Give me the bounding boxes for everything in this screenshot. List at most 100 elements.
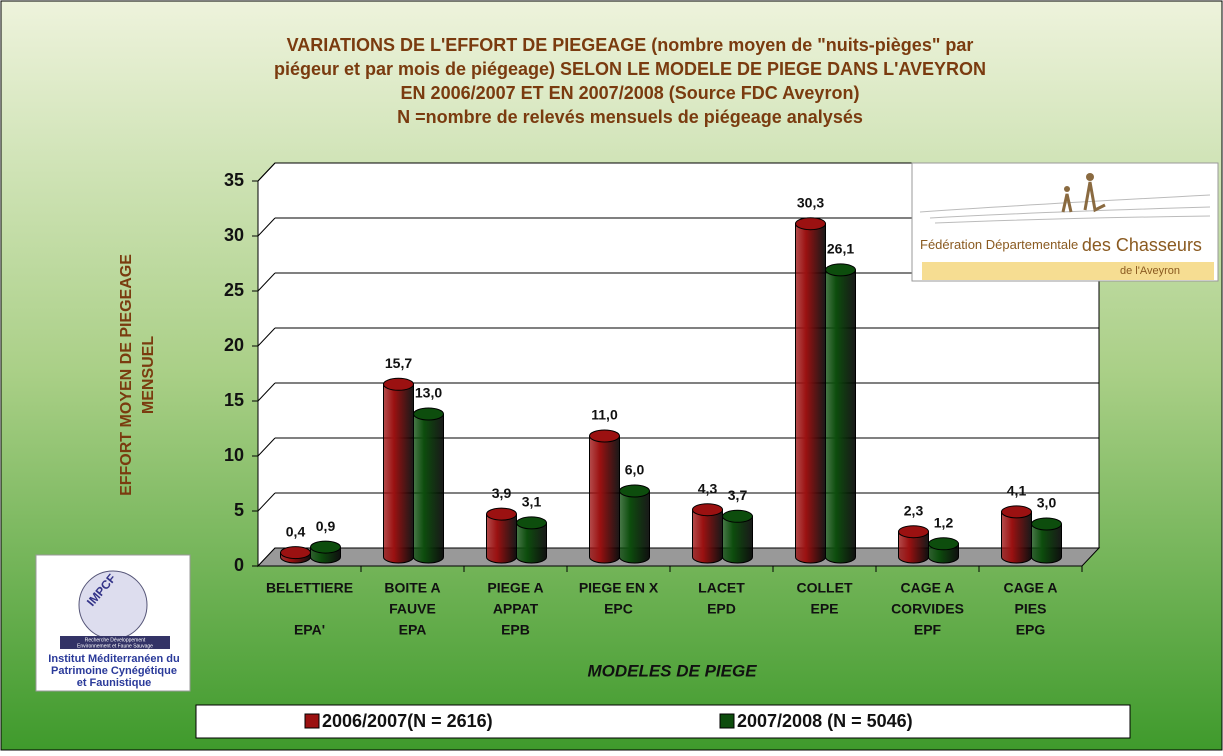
logo-lines	[919, 194, 1211, 224]
y-tick-label: 25	[224, 280, 244, 300]
y-tick-label: 0	[234, 555, 244, 575]
data-label: 4,1	[1007, 483, 1027, 499]
data-label: 30,3	[797, 194, 824, 210]
data-label: 3,1	[522, 494, 542, 510]
x-tick-label: PIEGE A	[487, 580, 543, 596]
data-label: 1,2	[934, 515, 954, 531]
y-axis-title: EFFORT MOYEN DE PIEGEAGE	[118, 254, 135, 496]
bar-top	[310, 540, 341, 554]
x-tick-label: CAGE A	[1004, 580, 1058, 596]
bar	[1001, 511, 1032, 564]
data-label: 11,0	[591, 407, 618, 423]
x-tick-label: EPB	[501, 622, 530, 638]
data-label: 0,4	[286, 523, 306, 539]
grid-line	[257, 382, 276, 402]
logo-head	[1064, 186, 1070, 192]
bar-top	[795, 217, 826, 231]
x-tick-label: EPD	[707, 601, 736, 617]
x-tick-label: EPG	[1016, 622, 1046, 638]
bar-top	[1001, 505, 1032, 519]
x-tick-label: PIEGE EN X	[579, 580, 659, 596]
bar-top	[280, 546, 311, 560]
bar-top	[413, 407, 444, 421]
y-tick-label: 35	[224, 170, 244, 190]
grid-line	[257, 327, 276, 347]
logo-text: Recherche Développement	[85, 637, 146, 643]
y-tick-label: 10	[224, 445, 244, 465]
bar-top	[928, 537, 959, 551]
bar-top	[589, 429, 620, 443]
logo-text: et Faunistique	[77, 677, 152, 689]
data-label: 26,1	[827, 241, 854, 257]
logo-head	[1086, 173, 1094, 181]
bar-top	[692, 503, 723, 517]
legend-swatch	[719, 713, 735, 729]
data-label: 4,3	[698, 480, 718, 496]
x-tick-label: BOITE A	[384, 580, 440, 596]
logo-figures	[1061, 181, 1106, 213]
logo-text: Fédération Départementale des Chasseurs	[920, 235, 1202, 255]
bar	[1031, 523, 1062, 564]
x-tick-label: EPC	[604, 601, 633, 617]
x-tick-label: EPA'	[294, 622, 325, 638]
bar	[413, 413, 444, 564]
bar-top	[898, 525, 929, 539]
legend-label: 2006/2007(N = 2616)	[322, 711, 493, 731]
y-tick-label: 20	[224, 335, 244, 355]
grid-line	[257, 217, 276, 237]
legend-swatch	[304, 713, 320, 729]
x-tick-label: PIES	[1015, 601, 1047, 617]
grid-line	[257, 437, 276, 457]
data-label: 13,0	[415, 385, 442, 401]
data-label: 3,9	[492, 485, 512, 501]
chart-title: VARIATIONS DE L'EFFORT DE PIEGEAGE (nomb…	[287, 35, 974, 55]
bar	[589, 435, 620, 564]
data-label: 0,9	[316, 518, 336, 534]
y-axis-title: MENSUEL	[140, 336, 157, 414]
x-tick-label: EPF	[914, 622, 942, 638]
x-tick-label: BELETTIERE	[266, 580, 353, 596]
grid-line	[257, 162, 276, 182]
legend-label: 2007/2008 (N = 5046)	[737, 711, 913, 731]
x-tick-label: EPE	[810, 601, 838, 617]
bar	[692, 509, 723, 564]
grid-line	[257, 492, 276, 512]
logo-band	[922, 262, 1214, 280]
x-tick-label: EPA	[399, 622, 427, 638]
logo-text: de l'Aveyron	[1120, 265, 1180, 277]
x-tick-label: CAGE A	[901, 580, 955, 596]
data-label: 15,7	[385, 355, 412, 371]
bar	[516, 522, 547, 564]
data-label: 2,3	[904, 502, 924, 518]
bar-top	[383, 377, 414, 391]
chart-title: N =nombre de relevés mensuels de piégeag…	[397, 107, 863, 127]
bar-top	[1031, 517, 1062, 531]
y-tick-label: 30	[224, 225, 244, 245]
logo-text: Institut Méditerranéen du	[48, 653, 179, 665]
data-label: 3,7	[728, 487, 748, 503]
bar	[825, 269, 856, 564]
bar-top	[619, 484, 650, 498]
fdc-logo: Fédération Départementale des Chasseurs …	[911, 162, 1219, 282]
bar	[722, 515, 753, 564]
logo-band	[60, 636, 170, 649]
logo-text: Environnement et Faune Sauvage	[77, 643, 153, 649]
bar	[383, 383, 414, 564]
bar-top	[516, 516, 547, 530]
bar-top	[486, 507, 517, 521]
chart-title: piégeur et par mois de piégeage) SELON L…	[274, 59, 986, 79]
data-label: 6,0	[625, 462, 645, 478]
bar	[619, 490, 650, 564]
y-tick-label: 15	[224, 390, 244, 410]
logo-text: Patrimoine Cynégétique	[51, 665, 177, 677]
impcf-logo: IMPCF Recherche Développement Environnem…	[35, 554, 191, 692]
chart-title: EN 2006/2007 ET EN 2007/2008 (Source FDC…	[401, 83, 860, 103]
data-label: 3,0	[1037, 495, 1057, 511]
x-tick-label: CORVIDES	[891, 601, 964, 617]
legend	[195, 704, 1131, 739]
grid-line	[257, 272, 276, 292]
x-tick-label: FAUVE	[389, 601, 436, 617]
x-axis-title: MODELES DE PIEGE	[587, 661, 757, 680]
y-tick-label: 5	[234, 500, 244, 520]
